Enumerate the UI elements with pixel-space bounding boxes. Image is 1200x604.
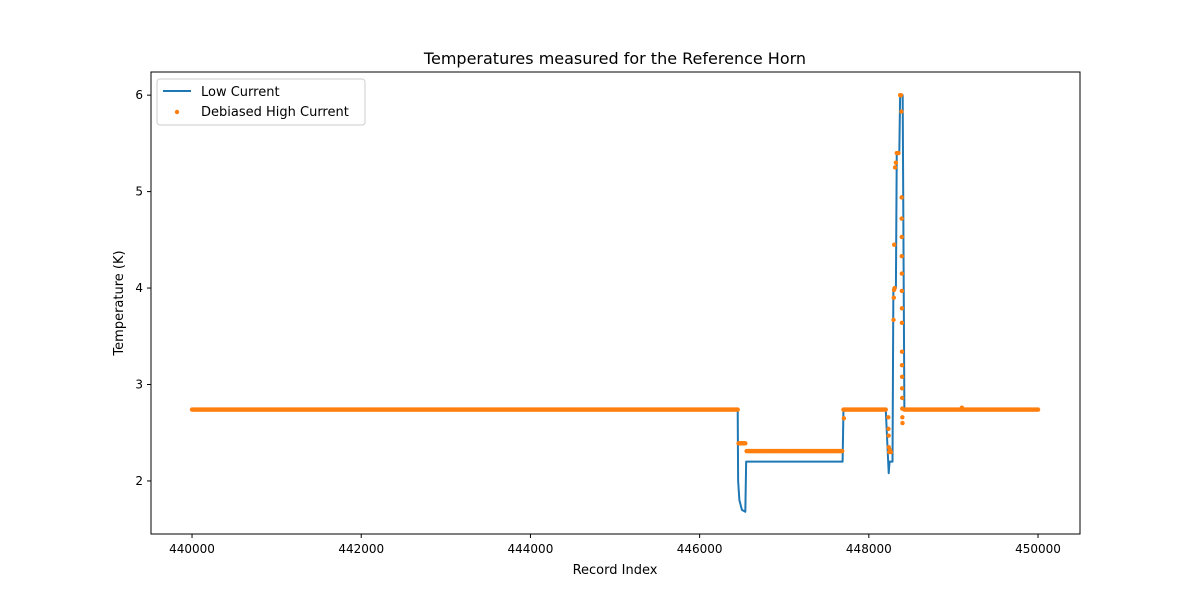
- scatter-point: [899, 374, 905, 379]
- scatter-point: [899, 234, 904, 240]
- scatter-point: [892, 285, 897, 291]
- scatter-point: [898, 92, 904, 98]
- scatter-point: [899, 254, 904, 259]
- scatter-point: [886, 426, 891, 432]
- scatter-point: [839, 448, 845, 454]
- scatter-point: [899, 386, 905, 391]
- y-tick-label: 3: [135, 378, 143, 392]
- chart-title: Temperatures measured for the Reference …: [423, 49, 806, 68]
- y-tick-label: 2: [135, 474, 143, 488]
- plot-frame: [150, 71, 1081, 535]
- x-axis-label: Record Index: [573, 563, 658, 578]
- scatter-point: [841, 416, 847, 421]
- scatter-point: [883, 407, 888, 412]
- scatter-point: [899, 109, 904, 114]
- scatter-point: [959, 405, 965, 410]
- x-axis: 440000 442000 444000 446000 448000 450000: [169, 534, 1061, 556]
- scatter-point: [1035, 407, 1041, 412]
- scatter-point: [886, 433, 891, 438]
- scatter-point: [891, 317, 896, 323]
- scatter-point: [899, 320, 905, 325]
- scatter-point: [900, 420, 905, 426]
- y-axis: 2 3 4 5 6: [135, 88, 151, 488]
- scatter-point: [899, 271, 905, 276]
- scatter-point: [900, 406, 905, 411]
- scatter-point: [743, 441, 748, 446]
- scatter-point: [892, 242, 897, 247]
- x-tick-label: 442000: [338, 542, 384, 556]
- scatter-point: [892, 165, 898, 170]
- scatter-point: [899, 216, 904, 221]
- series-scatter-debiased-high-current: [189, 92, 1041, 455]
- scatter-point: [900, 415, 905, 420]
- scatter-point: [886, 415, 891, 420]
- scatter-point: [893, 160, 899, 165]
- y-tick-label: 6: [135, 88, 143, 102]
- scatter-point: [899, 195, 904, 200]
- scatter-point: [899, 395, 905, 401]
- y-tick-label: 5: [135, 185, 143, 199]
- x-tick-label: 450000: [1015, 542, 1061, 556]
- scatter-point: [899, 288, 905, 294]
- scatter-point: [896, 150, 901, 156]
- legend-marker-swatch: [174, 109, 180, 115]
- scatter-point: [891, 295, 896, 300]
- scatter-point: [899, 349, 905, 354]
- y-tick-label: 4: [135, 281, 143, 295]
- scatter-point: [899, 363, 905, 368]
- y-axis-label: Temperature (K): [112, 250, 127, 356]
- legend: Low Current Debiased High Current: [156, 78, 366, 126]
- scatter-point: [735, 407, 740, 412]
- scatter-point: [899, 306, 905, 311]
- legend-label-low-current: Low Current: [201, 85, 280, 100]
- x-tick-label: 448000: [846, 542, 892, 556]
- scatter-point: [888, 449, 894, 455]
- series-line-low-current: [192, 94, 1039, 513]
- x-tick-label: 446000: [677, 542, 723, 556]
- x-tick-label: 440000: [169, 542, 215, 556]
- legend-label-high-current: Debiased High Current: [201, 105, 349, 120]
- x-tick-label: 444000: [508, 542, 554, 556]
